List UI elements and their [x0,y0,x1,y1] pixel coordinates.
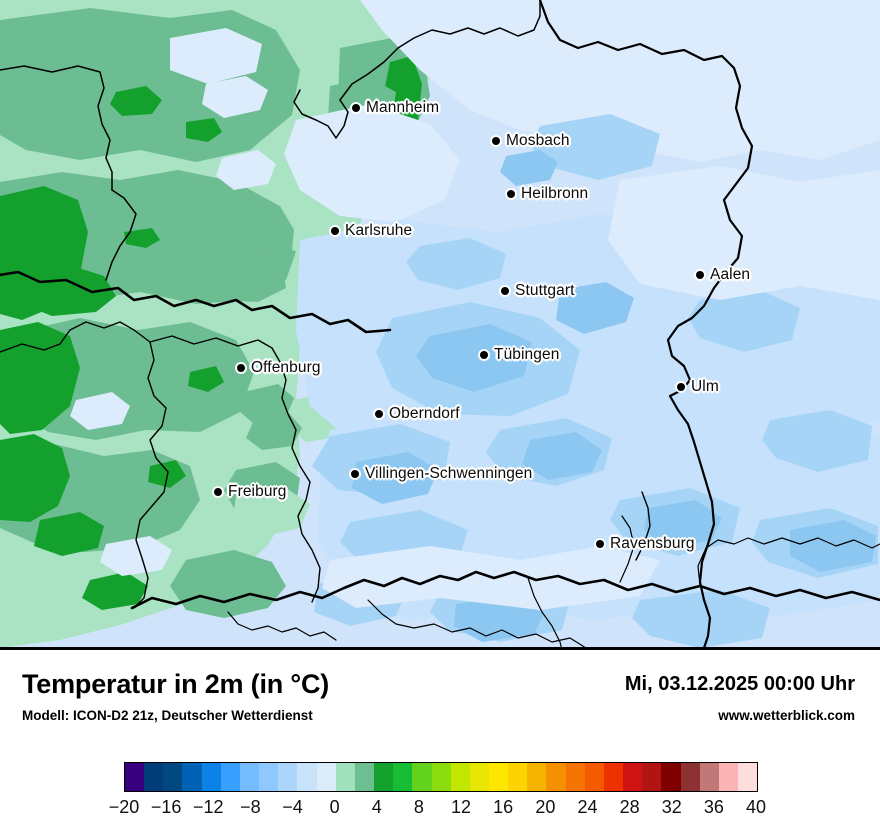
model-subtitle: Modell: ICON-D2 21z, Deutscher Wetterdie… [22,708,313,723]
colorbar-swatch [718,763,738,791]
colorbar-swatch [642,763,662,791]
colorbar-tick: −12 [192,797,224,817]
city-label: Aalen [710,266,751,283]
colorbar-swatch [316,763,336,791]
colorbar-tick: 36 [703,797,724,817]
colorbar-swatch [201,763,221,791]
city-dot-icon [237,364,245,372]
website-url: www.wetterblick.com [718,708,855,723]
colorbar-tick: 40 [745,797,767,817]
colorbar-tick: 4 [371,797,382,817]
colorbar-tick: −4 [282,797,303,817]
valid-datetime: Mi, 03.12.2025 00:00 Uhr [624,673,855,695]
colorbar-tick: 0 [329,797,340,817]
city-label: Freiburg [228,483,287,500]
temperature-field [0,0,880,650]
city-dot-icon [352,104,360,112]
colorbar-swatch [278,763,298,791]
colorbar-swatch [603,763,624,791]
colorbar-swatch [259,763,279,791]
colorbar-tick: 32 [661,797,682,817]
colorbar-tick: −8 [240,797,261,817]
colorbar-tick: 8 [413,797,424,817]
city-label: Offenburg [251,359,321,376]
page-title: Temperatur in 2m (in °C) [22,669,330,699]
colorbar-swatch [584,763,604,791]
colorbar-swatch [220,763,240,791]
colorbar-swatch [699,763,719,791]
colorbar-swatch [546,763,566,791]
colorbar-swatches [124,762,758,792]
colorbar-swatch [412,763,432,791]
colorbar-tick: −16 [150,797,182,817]
city-dot-icon [214,488,222,496]
colorbar-swatch [527,763,547,791]
city-dot-icon [480,351,488,359]
city-label: Mosbach [506,132,570,149]
city-dot-icon [677,383,685,391]
colorbar-swatch [354,763,375,791]
temperature-map[interactable]: Mannheim Mosbach Heilbronn Karlsruhe Aalen St… [0,0,880,650]
colorbar-tick: −20 [108,797,140,817]
city-label: Ulm [691,378,719,395]
colorbar-swatch [374,763,394,791]
city-dot-icon [351,470,359,478]
city-dot-icon [331,227,339,235]
colorbar-swatch [450,763,470,791]
city-label: Stuttgart [515,282,575,299]
city-label: Mannheim [366,99,440,116]
colorbar-swatch [565,763,585,791]
temperature-colorbar: −20 −16 −12 −8 −4 0 4 8 12 16 20 24 28 32 36 40 [109,762,766,819]
colorbar-swatch [431,763,451,791]
city-label: Heilbronn [521,185,589,202]
colorbar-swatch [680,763,700,791]
colorbar-swatch [488,763,509,791]
caption-bar: Temperatur in 2m (in °C) Modell: ICON-D2… [0,650,880,745]
city-dot-icon [696,271,704,279]
colorbar-swatch [182,763,202,791]
colorbar-swatch [393,763,413,791]
city-label: Karlsruhe [345,222,413,239]
colorbar-tick: 16 [493,797,514,817]
city-label: Tübingen [494,346,560,363]
city-dot-icon [596,540,604,548]
city-dot-icon [375,410,383,418]
colorbar-tick: 12 [451,797,472,817]
colorbar-swatch [125,763,145,791]
colorbar-swatch [239,763,260,791]
city-label: Ravensburg [610,535,695,552]
colorbar-swatch [661,763,681,791]
colorbar-swatch [335,763,355,791]
city-dot-icon [501,287,509,295]
colorbar-swatch [469,763,489,791]
colorbar-tick: 20 [535,797,556,817]
city-dot-icon [492,137,500,145]
colorbar-swatch [508,763,528,791]
colorbar-swatch [144,763,164,791]
colorbar-swatch [297,763,317,791]
city-dot-icon [507,190,515,198]
colorbar-tick: 28 [619,797,640,817]
colorbar-swatch [623,763,643,791]
colorbar-swatch [738,763,758,791]
city-label: Oberndorf [389,405,460,422]
colorbar-swatch [163,763,183,791]
city-label: Villingen-Schwenningen [365,465,533,482]
colorbar-tick-labels: −20 −16 −12 −8 −4 0 4 8 12 16 20 24 28 32 36 40 [109,795,766,819]
colorbar-tick: 24 [577,797,598,817]
